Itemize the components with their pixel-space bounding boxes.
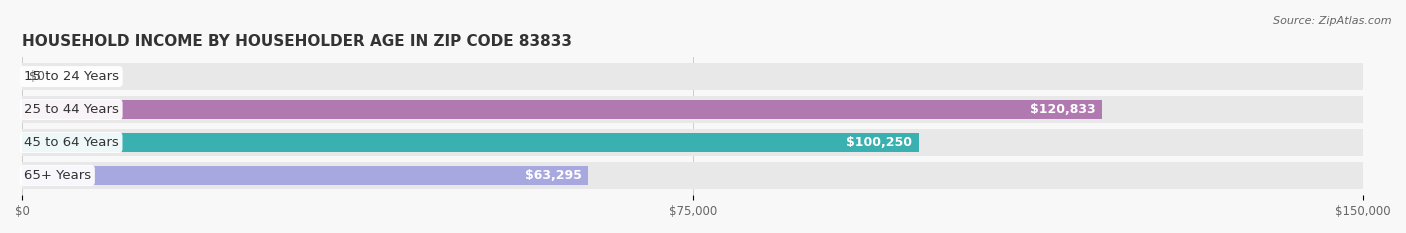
Bar [22,129,1364,156]
Text: $63,295: $63,295 [524,169,582,182]
Bar [22,134,918,152]
Text: Source: ZipAtlas.com: Source: ZipAtlas.com [1274,16,1392,26]
Bar [22,100,1102,119]
Bar [22,162,1364,189]
Text: 15 to 24 Years: 15 to 24 Years [24,70,118,83]
Text: $0: $0 [30,70,45,83]
Text: $100,250: $100,250 [846,136,912,149]
Text: $120,833: $120,833 [1031,103,1095,116]
Text: 65+ Years: 65+ Years [24,169,91,182]
Text: 45 to 64 Years: 45 to 64 Years [24,136,118,149]
Bar [22,96,1364,123]
Bar [22,166,588,185]
Bar [22,63,1364,90]
Text: HOUSEHOLD INCOME BY HOUSEHOLDER AGE IN ZIP CODE 83833: HOUSEHOLD INCOME BY HOUSEHOLDER AGE IN Z… [22,34,572,49]
Text: 25 to 44 Years: 25 to 44 Years [24,103,118,116]
